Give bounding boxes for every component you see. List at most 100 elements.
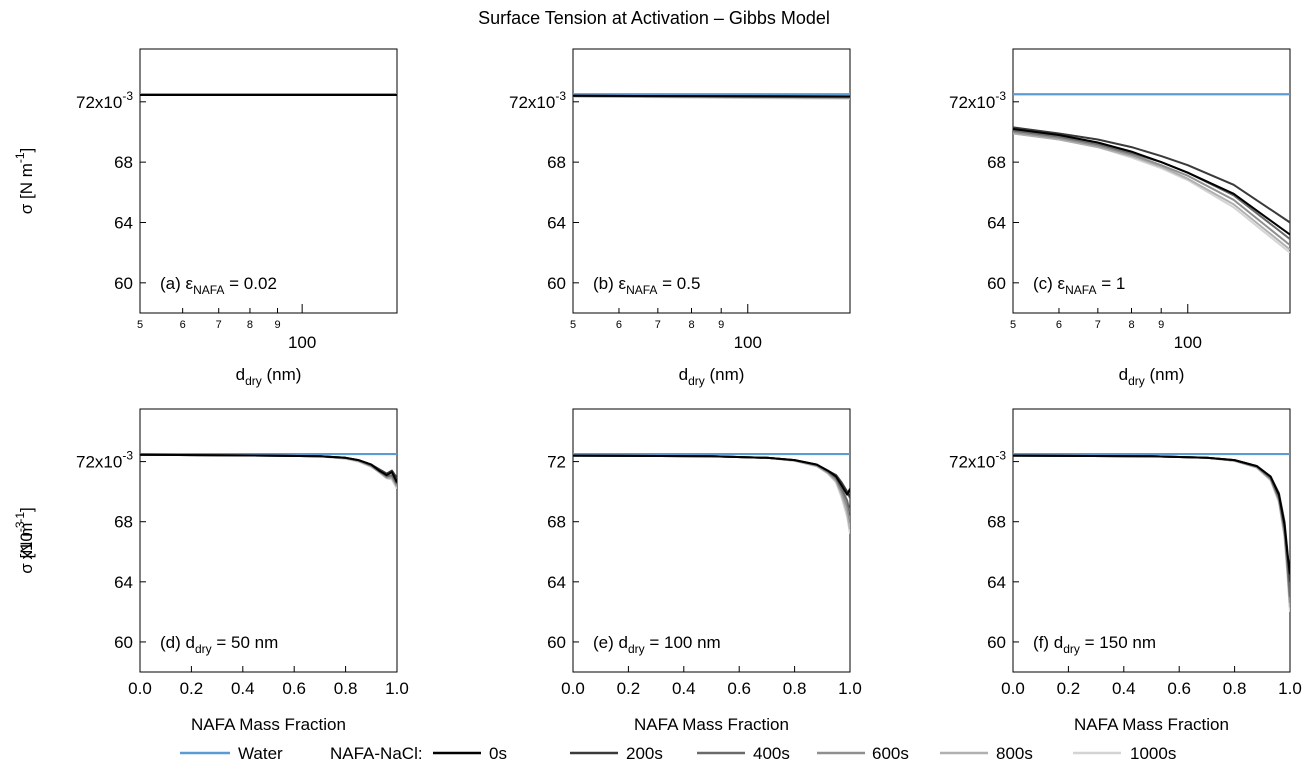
plot-frame [1012, 48, 1291, 314]
panel-annotation-value: = 150 nm [1080, 633, 1156, 652]
x-axis-label-main: NAFA Mass Fraction [191, 715, 346, 734]
legend: Water NAFA-NaCl: 0s 200s 400s 600s 800s 1000s [180, 744, 1176, 763]
plot-frame [1012, 408, 1291, 673]
x-minor-tick-label: 5 [570, 319, 576, 331]
y-axis-label-end: ] [17, 507, 36, 512]
series-line-200s [140, 453, 397, 479]
x-axis-label: NAFA Mass Fraction [634, 715, 789, 734]
panel-annotation-sub: dry [628, 642, 645, 656]
x-axis-label: ddry (nm) [236, 365, 302, 388]
legend-label-600s: 600s [872, 744, 909, 763]
x-axis-label: ddry (nm) [1119, 365, 1185, 388]
plot-area [573, 452, 850, 534]
x-axis-label-unit: (nm) [1145, 365, 1185, 384]
x-tick-label: 0.0 [561, 679, 585, 698]
y-tick-label-base: 72 [547, 453, 566, 472]
x-tick-label: 0.4 [672, 679, 696, 698]
y-tick-label: 68 [114, 153, 133, 172]
y-tick-label-exp: -3 [995, 449, 1006, 463]
x-tick-label: 1.0 [385, 679, 409, 698]
x-axis-label-unit: (nm) [705, 365, 745, 384]
x-minor-tick-label: 7 [655, 319, 661, 331]
series-line-800s [1013, 132, 1290, 251]
y-axis-label: σ [N m-1] [13, 507, 36, 574]
x-minor-tick-label: 9 [718, 319, 724, 331]
y-axis-label: x10-3 [13, 521, 36, 559]
x-axis-label-main: NAFA Mass Fraction [634, 715, 789, 734]
legend-label-800s: 800s [996, 744, 1033, 763]
legend-label-water: Water [238, 744, 283, 763]
y-tick-label-exp: -3 [122, 449, 133, 463]
x-major-tick-label: 100 [734, 333, 762, 352]
legend-label-400s: 400s [753, 744, 790, 763]
panel-annotation: (c) εNAFA = 1 [1033, 274, 1125, 297]
y-tick-label: 60 [987, 633, 1006, 652]
series-line-600s [1013, 131, 1290, 246]
series-line-1000s [573, 454, 850, 534]
panel-annotation: (f) ddry = 150 nm [1033, 633, 1156, 656]
y-tick-label-base: 72x10 [949, 453, 995, 472]
y-tick-label-base: 72x10 [76, 93, 122, 112]
plot-frame [139, 408, 398, 673]
y-tick-label: 64 [547, 573, 566, 592]
x-axis-label: ddry (nm) [679, 365, 745, 388]
x-tick-label: 0.4 [231, 679, 255, 698]
plot-area [1013, 452, 1290, 612]
panel-annotation: (d) ddry = 50 nm [160, 633, 278, 656]
plot-area [573, 93, 850, 100]
plot-frame [139, 48, 398, 314]
y-axis-label-main: σ [N m [17, 163, 36, 214]
y-tick-label: 72x10-3 [949, 449, 1006, 472]
x-tick-label: 1.0 [1278, 679, 1302, 698]
series-line-0s [1013, 128, 1290, 236]
x-tick-label: 0.6 [282, 679, 306, 698]
legend-label-0s: 0s [489, 744, 507, 763]
y-tick-label-exp: -3 [995, 89, 1006, 103]
y-tick-label: 72x10-3 [949, 89, 1006, 112]
x-minor-tick-label: 5 [137, 319, 143, 331]
y-tick-label: 64 [114, 213, 133, 232]
plot-area [140, 452, 397, 490]
y-axis-label-exp: -1 [13, 512, 27, 523]
series-line-1000s [1013, 132, 1290, 254]
y-axis-label: σ [N m-1] [13, 148, 36, 215]
x-minor-tick-label: 9 [1158, 319, 1164, 331]
panel-annotation-sub: dry [1063, 642, 1080, 656]
legend-label-1000s: 1000s [1130, 744, 1176, 763]
x-axis-label-main: d [1119, 365, 1128, 384]
x-tick-label: 0.2 [180, 679, 204, 698]
panel-annotation-value: = 0.02 [224, 274, 276, 293]
x-minor-tick-label: 6 [1056, 319, 1062, 331]
x-minor-tick-label: 6 [616, 319, 622, 331]
x-tick-label: 0.6 [727, 679, 751, 698]
panel-annotation-sub: NAFA [1065, 283, 1096, 297]
panel-annotation-label: (c) ε [1033, 274, 1066, 293]
x-axis-label-main: d [236, 365, 245, 384]
x-tick-label: 0.4 [1112, 679, 1136, 698]
y-tick-label: 60 [114, 274, 133, 293]
y-tick-label: 68 [547, 153, 566, 172]
y-tick-label: 64 [987, 573, 1006, 592]
panel-annotation: (a) εNAFA = 0.02 [160, 274, 277, 297]
panel-annotation: (e) ddry = 100 nm [593, 633, 721, 656]
y-tick-label: 60 [547, 274, 566, 293]
x-tick-label: 0.8 [1223, 679, 1247, 698]
x-minor-tick-label: 8 [688, 319, 694, 331]
y-axis-label-exp: -1 [13, 152, 27, 163]
x-tick-label: 0.6 [1167, 679, 1191, 698]
panel-annotation-label: (e) d [593, 633, 628, 652]
y-axis-label-exp: -3 [13, 521, 27, 532]
y-tick-label: 68 [987, 153, 1006, 172]
y-tick-label: 72x10-3 [76, 449, 133, 472]
x-axis-label-main: NAFA Mass Fraction [1074, 715, 1229, 734]
panel-annotation-label: (a) ε [160, 274, 194, 293]
series-line-1000s [1013, 454, 1290, 612]
y-axis-label-main: σ [N m [17, 523, 36, 574]
series-line-200s [1013, 454, 1290, 582]
